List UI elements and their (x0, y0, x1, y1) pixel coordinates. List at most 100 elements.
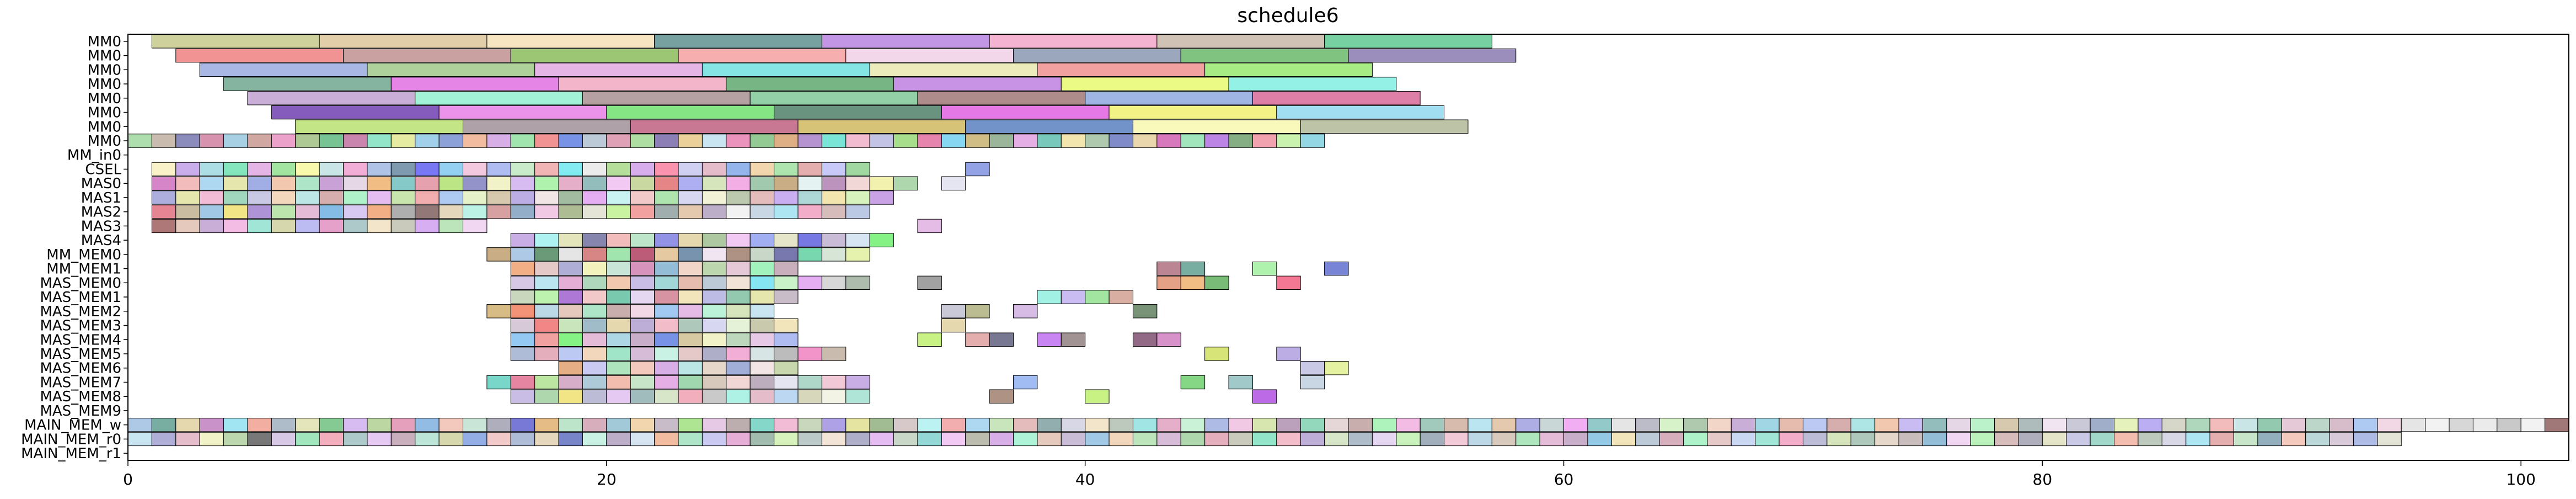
gantt-bar (582, 332, 607, 347)
gantt-bar (774, 347, 799, 361)
gantt-bar (390, 204, 416, 219)
gantt-bar (965, 162, 990, 177)
gantt-bar (271, 432, 296, 447)
gantt-bar (343, 432, 368, 447)
gantt-bar (343, 219, 368, 233)
gantt-bar (1252, 432, 1277, 447)
gantt-bar (2138, 432, 2162, 447)
gantt-bar (606, 176, 631, 190)
gantt-bar (295, 119, 463, 134)
gantt-bar (965, 119, 1133, 134)
gantt-bar (1898, 432, 1923, 447)
gantt-bar (1180, 261, 1206, 276)
gantt-bar (1372, 417, 1397, 432)
gantt-bar (1779, 417, 1803, 432)
gantt-bar (630, 190, 655, 205)
gantt-bar (845, 247, 870, 262)
gantt-bar (1324, 361, 1349, 375)
gantt-bar (1061, 290, 1086, 304)
gantt-bar (774, 417, 799, 432)
gantt-bar (630, 318, 655, 333)
gantt-bar (558, 233, 583, 247)
gantt-bar (1132, 134, 1158, 148)
gantt-bar (534, 332, 559, 347)
gantt-bar (917, 432, 942, 447)
gantt-bar (989, 134, 1014, 148)
gantt-bar (510, 389, 535, 404)
gantt-bar (941, 134, 966, 148)
gantt-bar (701, 247, 727, 262)
gantt-bar (2114, 432, 2139, 447)
gantt-bar (774, 261, 799, 276)
gantt-bar (821, 347, 847, 361)
gantt-bar (558, 432, 583, 447)
gantt-bar (654, 375, 679, 390)
gantt-bar (1611, 417, 1636, 432)
gantt-bar (582, 134, 607, 148)
gantt-bar (151, 34, 320, 49)
gantt-bar (1156, 432, 1181, 447)
gantt-bar (630, 233, 655, 247)
gantt-bar (558, 247, 583, 262)
gantt-bar (438, 105, 607, 120)
gantt-bar (582, 304, 607, 318)
gantt-bar (797, 347, 822, 361)
gantt-bar (749, 134, 775, 148)
gantt-bar (558, 261, 583, 276)
gantt-bar (630, 134, 655, 148)
gantt-bar (462, 204, 488, 219)
chart-title: schedule6 (1237, 4, 1339, 27)
gantt-bar (917, 91, 1086, 105)
gantt-bar (271, 190, 296, 205)
gantt-bar (223, 162, 248, 177)
gantt-bar (271, 417, 296, 432)
gantt-bar (175, 204, 200, 219)
gantt-bar (2520, 417, 2546, 432)
gantt-bar (2042, 417, 2067, 432)
gantt-bar (510, 375, 535, 390)
gantt-bar (941, 176, 966, 190)
gantt-bar (654, 347, 679, 361)
gantt-bar (701, 432, 727, 447)
gantt-bar (821, 375, 847, 390)
gantt-bar (701, 275, 727, 290)
gantt-bar (1539, 417, 1565, 432)
gantt-bar (1228, 77, 1397, 91)
gantt-bar (534, 347, 559, 361)
gantt-bar (701, 233, 727, 247)
gantt-bar (415, 190, 440, 205)
gantt-bar (1156, 417, 1181, 432)
gantt-bar (415, 204, 440, 219)
gantt-bar (965, 417, 990, 432)
gantt-bar (486, 247, 511, 262)
gantt-bar (486, 432, 511, 447)
gantt-bar (1659, 417, 1684, 432)
gantt-bar (558, 389, 583, 404)
gantt-bar (1276, 432, 1301, 447)
gantt-bar (1348, 432, 1373, 447)
y-tick-label: MAIN_MEM_r0 (21, 431, 121, 448)
gantt-bar (1180, 417, 1206, 432)
gantt-bar (2042, 432, 2067, 447)
gantt-bar (1922, 432, 1947, 447)
gantt-bar (199, 204, 224, 219)
y-tick-label: MM_in0 (67, 147, 121, 164)
gantt-bar (319, 34, 488, 49)
gantt-bar (151, 219, 176, 233)
gantt-bar (630, 176, 655, 190)
gantt-bar (749, 176, 775, 190)
gantt-bar (558, 318, 583, 333)
gantt-bar (701, 332, 727, 347)
gantt-bar (2305, 417, 2330, 432)
gantt-bar (726, 347, 751, 361)
gantt-bar (1156, 34, 1325, 49)
gantt-bar (2161, 417, 2187, 432)
gantt-bar (630, 304, 655, 318)
gantt-bar (510, 332, 535, 347)
gantt-bar (869, 417, 895, 432)
gantt-bar (1156, 275, 1181, 290)
gantt-bar (367, 219, 392, 233)
y-tick-label: MAS4 (81, 232, 121, 249)
gantt-bar (678, 332, 703, 347)
gantt-bar (726, 247, 751, 262)
